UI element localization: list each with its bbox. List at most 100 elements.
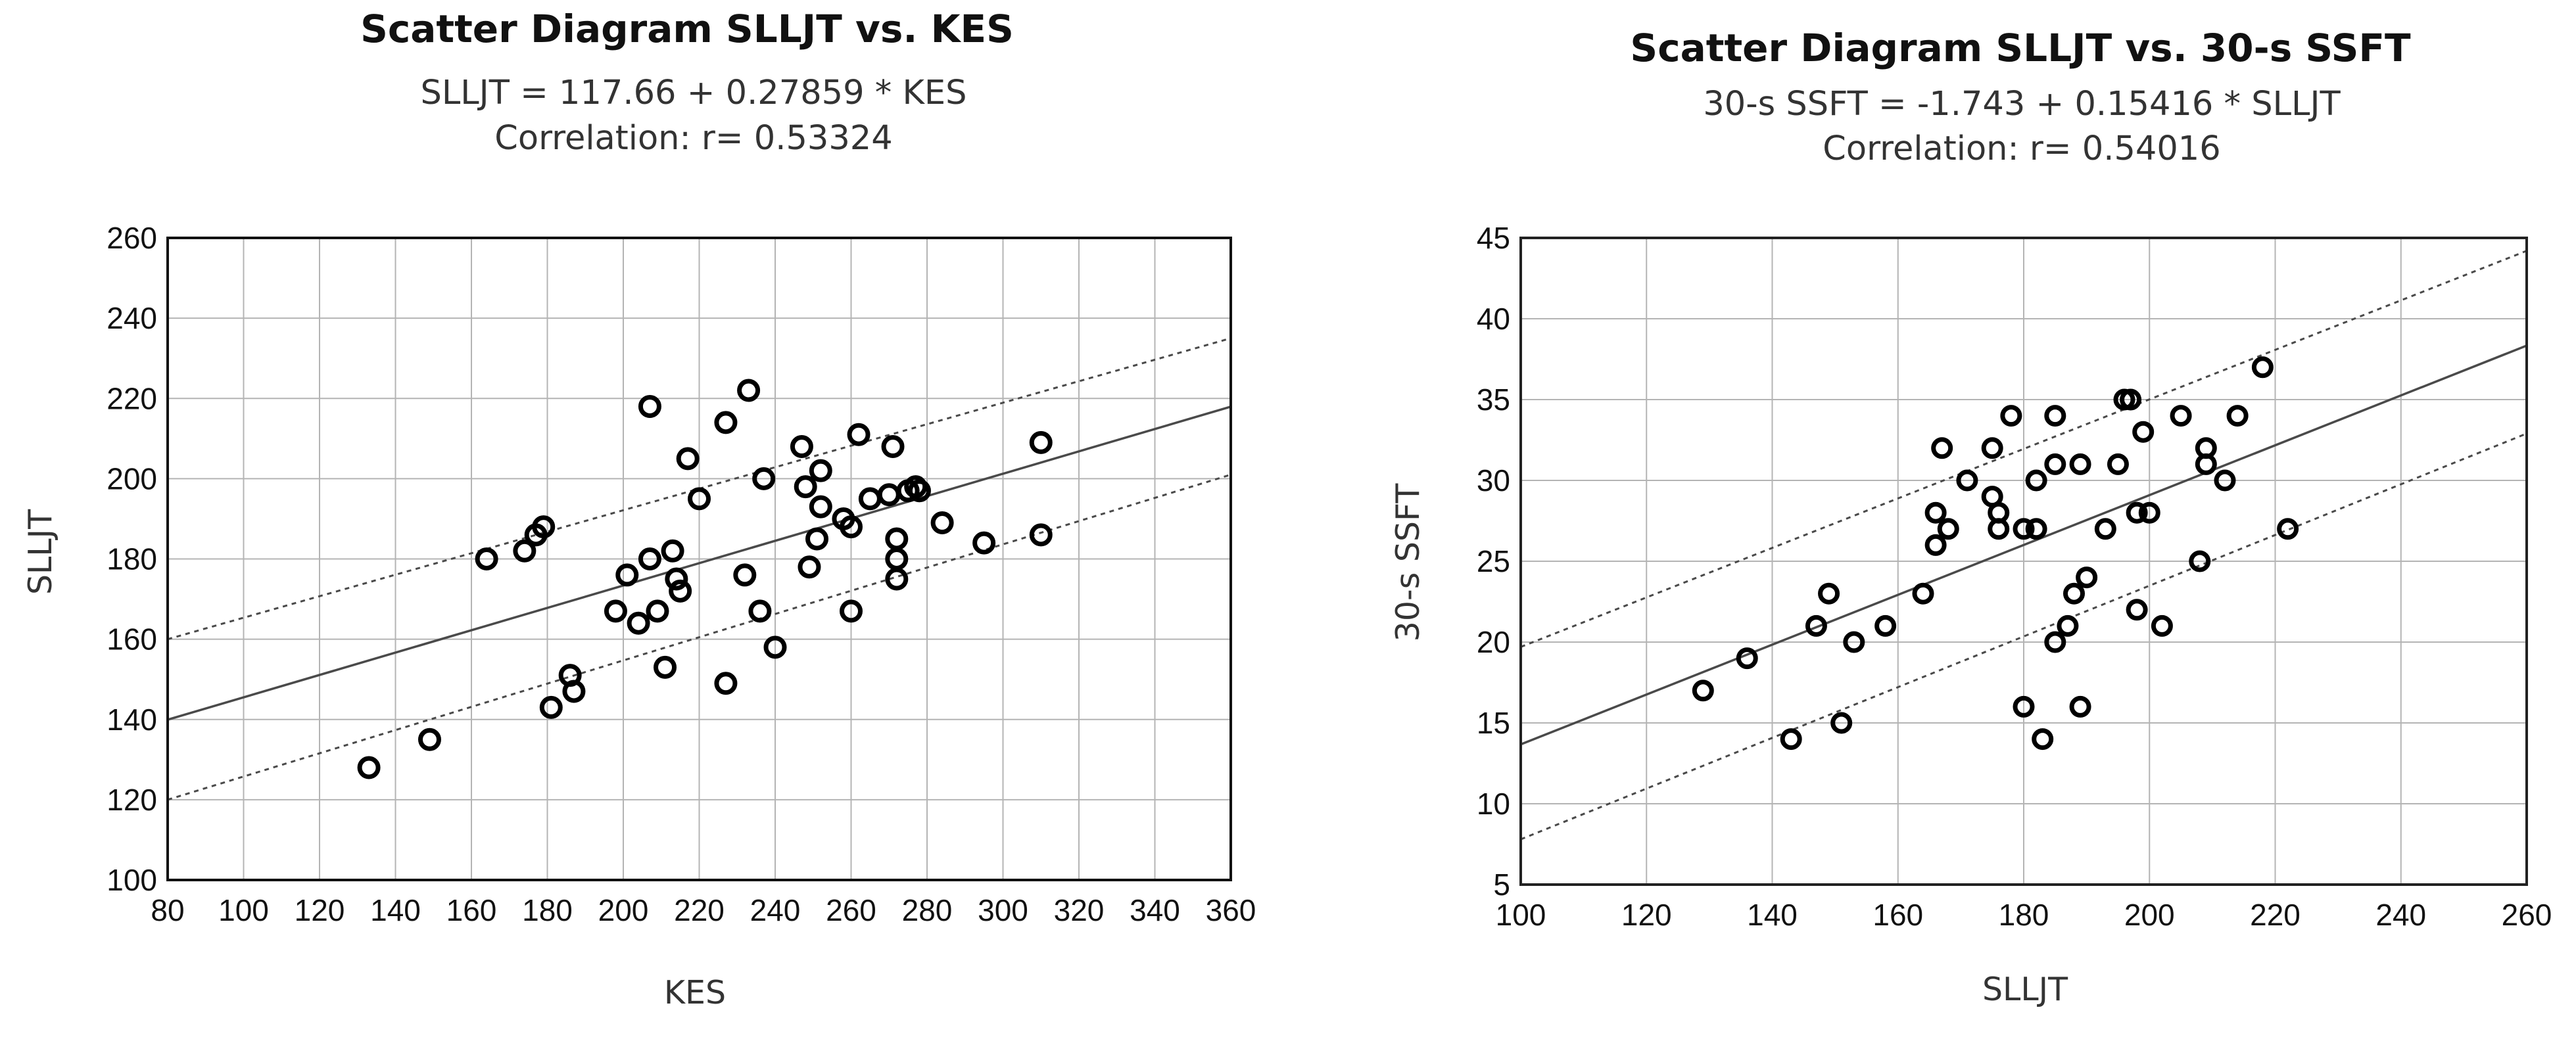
x-axis-ticks: 80 100 120 140 160 180 200 220 240 260 280 300 320 34… [151, 893, 1256, 927]
data-point [661, 539, 684, 563]
y-axis-label: SLLJT [22, 509, 59, 595]
y-tick-label: 10 [1477, 787, 1510, 821]
y-tick-label: 200 [107, 461, 157, 496]
data-point [714, 411, 738, 434]
data-point [2189, 550, 2211, 572]
data-point [1937, 518, 1959, 540]
x-tick-label: 160 [446, 893, 497, 927]
data-point [809, 459, 832, 482]
data-point [2057, 614, 2079, 637]
data-point [907, 479, 931, 503]
data-point [1029, 523, 1053, 547]
data-point [733, 563, 757, 587]
data-point [417, 728, 441, 751]
data-point [604, 599, 627, 623]
data-point [2120, 388, 2142, 411]
data-point [1924, 534, 1947, 556]
y-tick-label: 140 [107, 703, 157, 737]
data-point [881, 435, 905, 459]
x-tick-label: 220 [674, 893, 725, 927]
x-tick-label: 100 [1496, 898, 1546, 932]
data-point [2013, 518, 2035, 540]
chart-title: Scatter Diagram SLLJT vs. 30-s SSFT [1630, 26, 2411, 70]
y-tick-label: 100 [107, 863, 157, 897]
data-point [2063, 582, 2085, 605]
data-point [627, 611, 650, 635]
data-point [1029, 430, 1053, 454]
data-point [798, 555, 821, 579]
y-tick-label: 35 [1477, 382, 1510, 417]
confidence-band-lower [168, 473, 1231, 801]
x-tick-label: 300 [978, 893, 1028, 927]
data-point [2151, 614, 2173, 637]
data-point [475, 547, 498, 570]
data-point [1924, 501, 1947, 524]
x-tick-label: 360 [1206, 893, 1256, 927]
data-point [737, 379, 761, 402]
data-point [669, 579, 692, 603]
x-tick-label: 180 [1999, 898, 2049, 932]
data-point [2107, 453, 2129, 475]
data-point [2226, 405, 2249, 427]
data-point [2025, 518, 2047, 540]
data-point [972, 531, 996, 555]
data-point [1805, 614, 1827, 637]
data-point [1818, 582, 1840, 605]
y-tick-label: 120 [107, 783, 157, 817]
x-tick-label: 160 [1872, 898, 1923, 932]
x-axis-ticks: 100 120 140 160 180 200 220 240 260 [1496, 898, 2552, 932]
x-tick-label: 120 [1621, 898, 1672, 932]
data-point [840, 515, 863, 539]
x-tick-label: 240 [750, 893, 801, 927]
data-point [688, 487, 711, 511]
y-tick-label: 5 [1493, 868, 1510, 902]
x-tick-label: 140 [370, 893, 421, 927]
data-point [1692, 680, 1714, 702]
data-point [1981, 437, 2003, 459]
x-tick-label: 180 [522, 893, 573, 927]
x-tick-label: 140 [1747, 898, 1798, 932]
data-point [840, 599, 863, 623]
data-point [2094, 518, 2116, 540]
chart-ssft: Scatter Diagram SLLJT vs. 30-s SSFT 30-s… [1389, 26, 2552, 1008]
data-point [646, 599, 669, 623]
data-point [1780, 728, 1802, 751]
data-point [2069, 453, 2091, 475]
data-point [2251, 356, 2274, 379]
data-point [1874, 614, 1897, 637]
y-tick-label: 40 [1477, 302, 1510, 336]
data-point [1912, 582, 1934, 605]
data-point [665, 567, 688, 591]
data-point [2044, 631, 2066, 653]
data-point [676, 447, 700, 471]
data-point [615, 563, 639, 587]
data-points [357, 379, 1053, 779]
x-tick-label: 200 [598, 893, 649, 927]
data-point [1956, 469, 1978, 492]
data-point [638, 394, 661, 418]
y-tick-label: 220 [107, 381, 157, 415]
data-point [654, 655, 677, 679]
x-tick-label: 320 [1054, 893, 1105, 927]
data-point [748, 599, 772, 623]
x-tick-label: 340 [1130, 893, 1180, 927]
grid-lines [1521, 238, 2527, 885]
x-axis-label: KES [664, 974, 726, 1011]
data-point [2069, 695, 2091, 718]
data-point [790, 435, 813, 459]
data-point [2277, 518, 2299, 540]
chart-kes: Scatter Diagram SLLJT vs. KES SLLJT = 11… [22, 7, 1256, 1011]
data-point [2138, 501, 2160, 524]
data-point [763, 636, 787, 659]
data-point [539, 695, 563, 719]
data-point [2126, 599, 2148, 621]
x-tick-label: 220 [2250, 898, 2301, 932]
x-tick-label: 80 [151, 893, 184, 927]
data-point [1843, 631, 1865, 653]
y-tick-label: 25 [1477, 544, 1510, 578]
data-point [805, 527, 829, 551]
x-tick-label: 200 [2124, 898, 2175, 932]
x-tick-label: 280 [902, 893, 953, 927]
data-point [1736, 647, 1758, 670]
data-point [2126, 501, 2148, 524]
